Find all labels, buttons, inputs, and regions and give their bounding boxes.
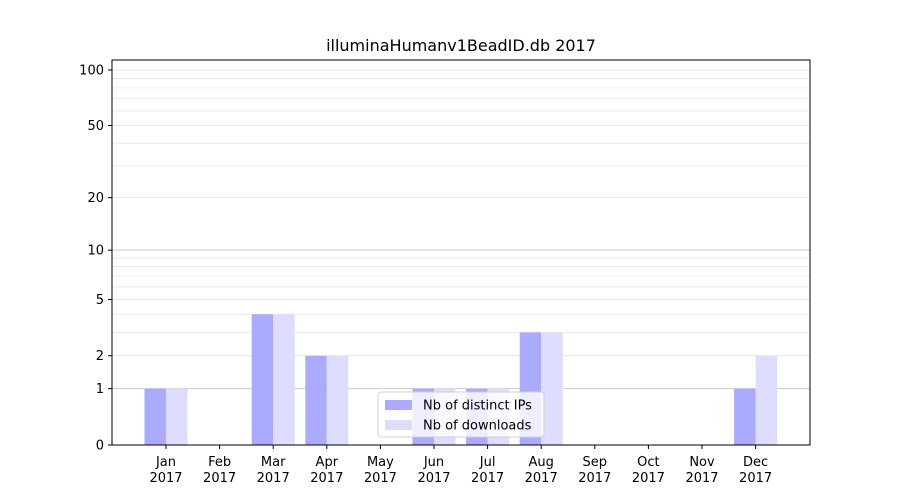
x-tick-label-month: Feb xyxy=(208,455,231,470)
x-tick-label-year: 2017 xyxy=(417,471,450,486)
grid-layer xyxy=(112,69,810,390)
y-axis: 0 1 2 5 10 20 50 100 xyxy=(79,64,112,454)
x-tick-label-month: May xyxy=(367,455,394,470)
bar-downloads xyxy=(541,332,563,445)
x-tick-label-year: 2017 xyxy=(632,471,665,486)
x-tick-label-month: Aug xyxy=(529,455,554,470)
x-tick-label-month: Jan xyxy=(155,455,176,470)
legend-swatch xyxy=(385,400,412,410)
bar-distinct-ips xyxy=(734,388,756,445)
x-tick-label-year: 2017 xyxy=(203,471,236,486)
x-tick-label-year: 2017 xyxy=(364,471,397,486)
bar-downloads xyxy=(326,355,349,445)
x-tick-label-year: 2017 xyxy=(310,471,343,486)
legend: Nb of distinct IPs Nb of downloads xyxy=(377,391,545,438)
x-tick-label-year: 2017 xyxy=(149,471,182,486)
x-tick-label-month: Sep xyxy=(583,455,608,470)
bar-downloads xyxy=(166,388,188,445)
x-axis: Jan2017Feb2017Mar2017Apr2017May2017Jun20… xyxy=(149,445,772,486)
y-tick-label: 100 xyxy=(79,64,104,79)
x-tick-label-year: 2017 xyxy=(578,471,611,486)
y-tick-label: 2 xyxy=(96,349,104,364)
x-tick-label-month: Nov xyxy=(689,455,715,470)
y-tick-label: 50 xyxy=(87,119,104,134)
x-tick-label-month: Jul xyxy=(479,455,496,470)
y-tick-label: 1 xyxy=(96,382,104,397)
bar-distinct-ips xyxy=(305,355,327,445)
y-tick-label: 20 xyxy=(87,191,104,206)
bar-distinct-ips xyxy=(251,314,274,445)
x-tick-label-month: Mar xyxy=(261,455,286,470)
x-tick-label-year: 2017 xyxy=(685,471,718,486)
x-tick-label-year: 2017 xyxy=(739,471,772,486)
y-tick-label: 10 xyxy=(87,244,104,259)
bar-downloads xyxy=(273,314,295,445)
x-tick-label-year: 2017 xyxy=(471,471,504,486)
bar-distinct-ips xyxy=(144,388,166,445)
x-tick-label-month: Jun xyxy=(423,455,444,470)
legend-label: Nb of downloads xyxy=(423,419,532,434)
legend-label: Nb of distinct IPs xyxy=(423,399,532,414)
y-tick-label: 5 xyxy=(96,293,104,308)
plot-frame xyxy=(111,59,811,446)
x-tick-label-year: 2017 xyxy=(257,471,290,486)
legend-swatch xyxy=(385,420,412,430)
legend-box xyxy=(377,391,545,438)
x-tick-label-month: Apr xyxy=(316,455,339,470)
x-tick-label-year: 2017 xyxy=(525,471,558,486)
bar-downloads xyxy=(755,355,778,445)
x-tick-label-month: Dec xyxy=(743,455,768,470)
chart-title: illuminaHumanv1BeadID.db 2017 xyxy=(326,36,596,55)
x-tick-label-month: Oct xyxy=(637,455,659,470)
y-tick-label: 0 xyxy=(96,439,104,454)
